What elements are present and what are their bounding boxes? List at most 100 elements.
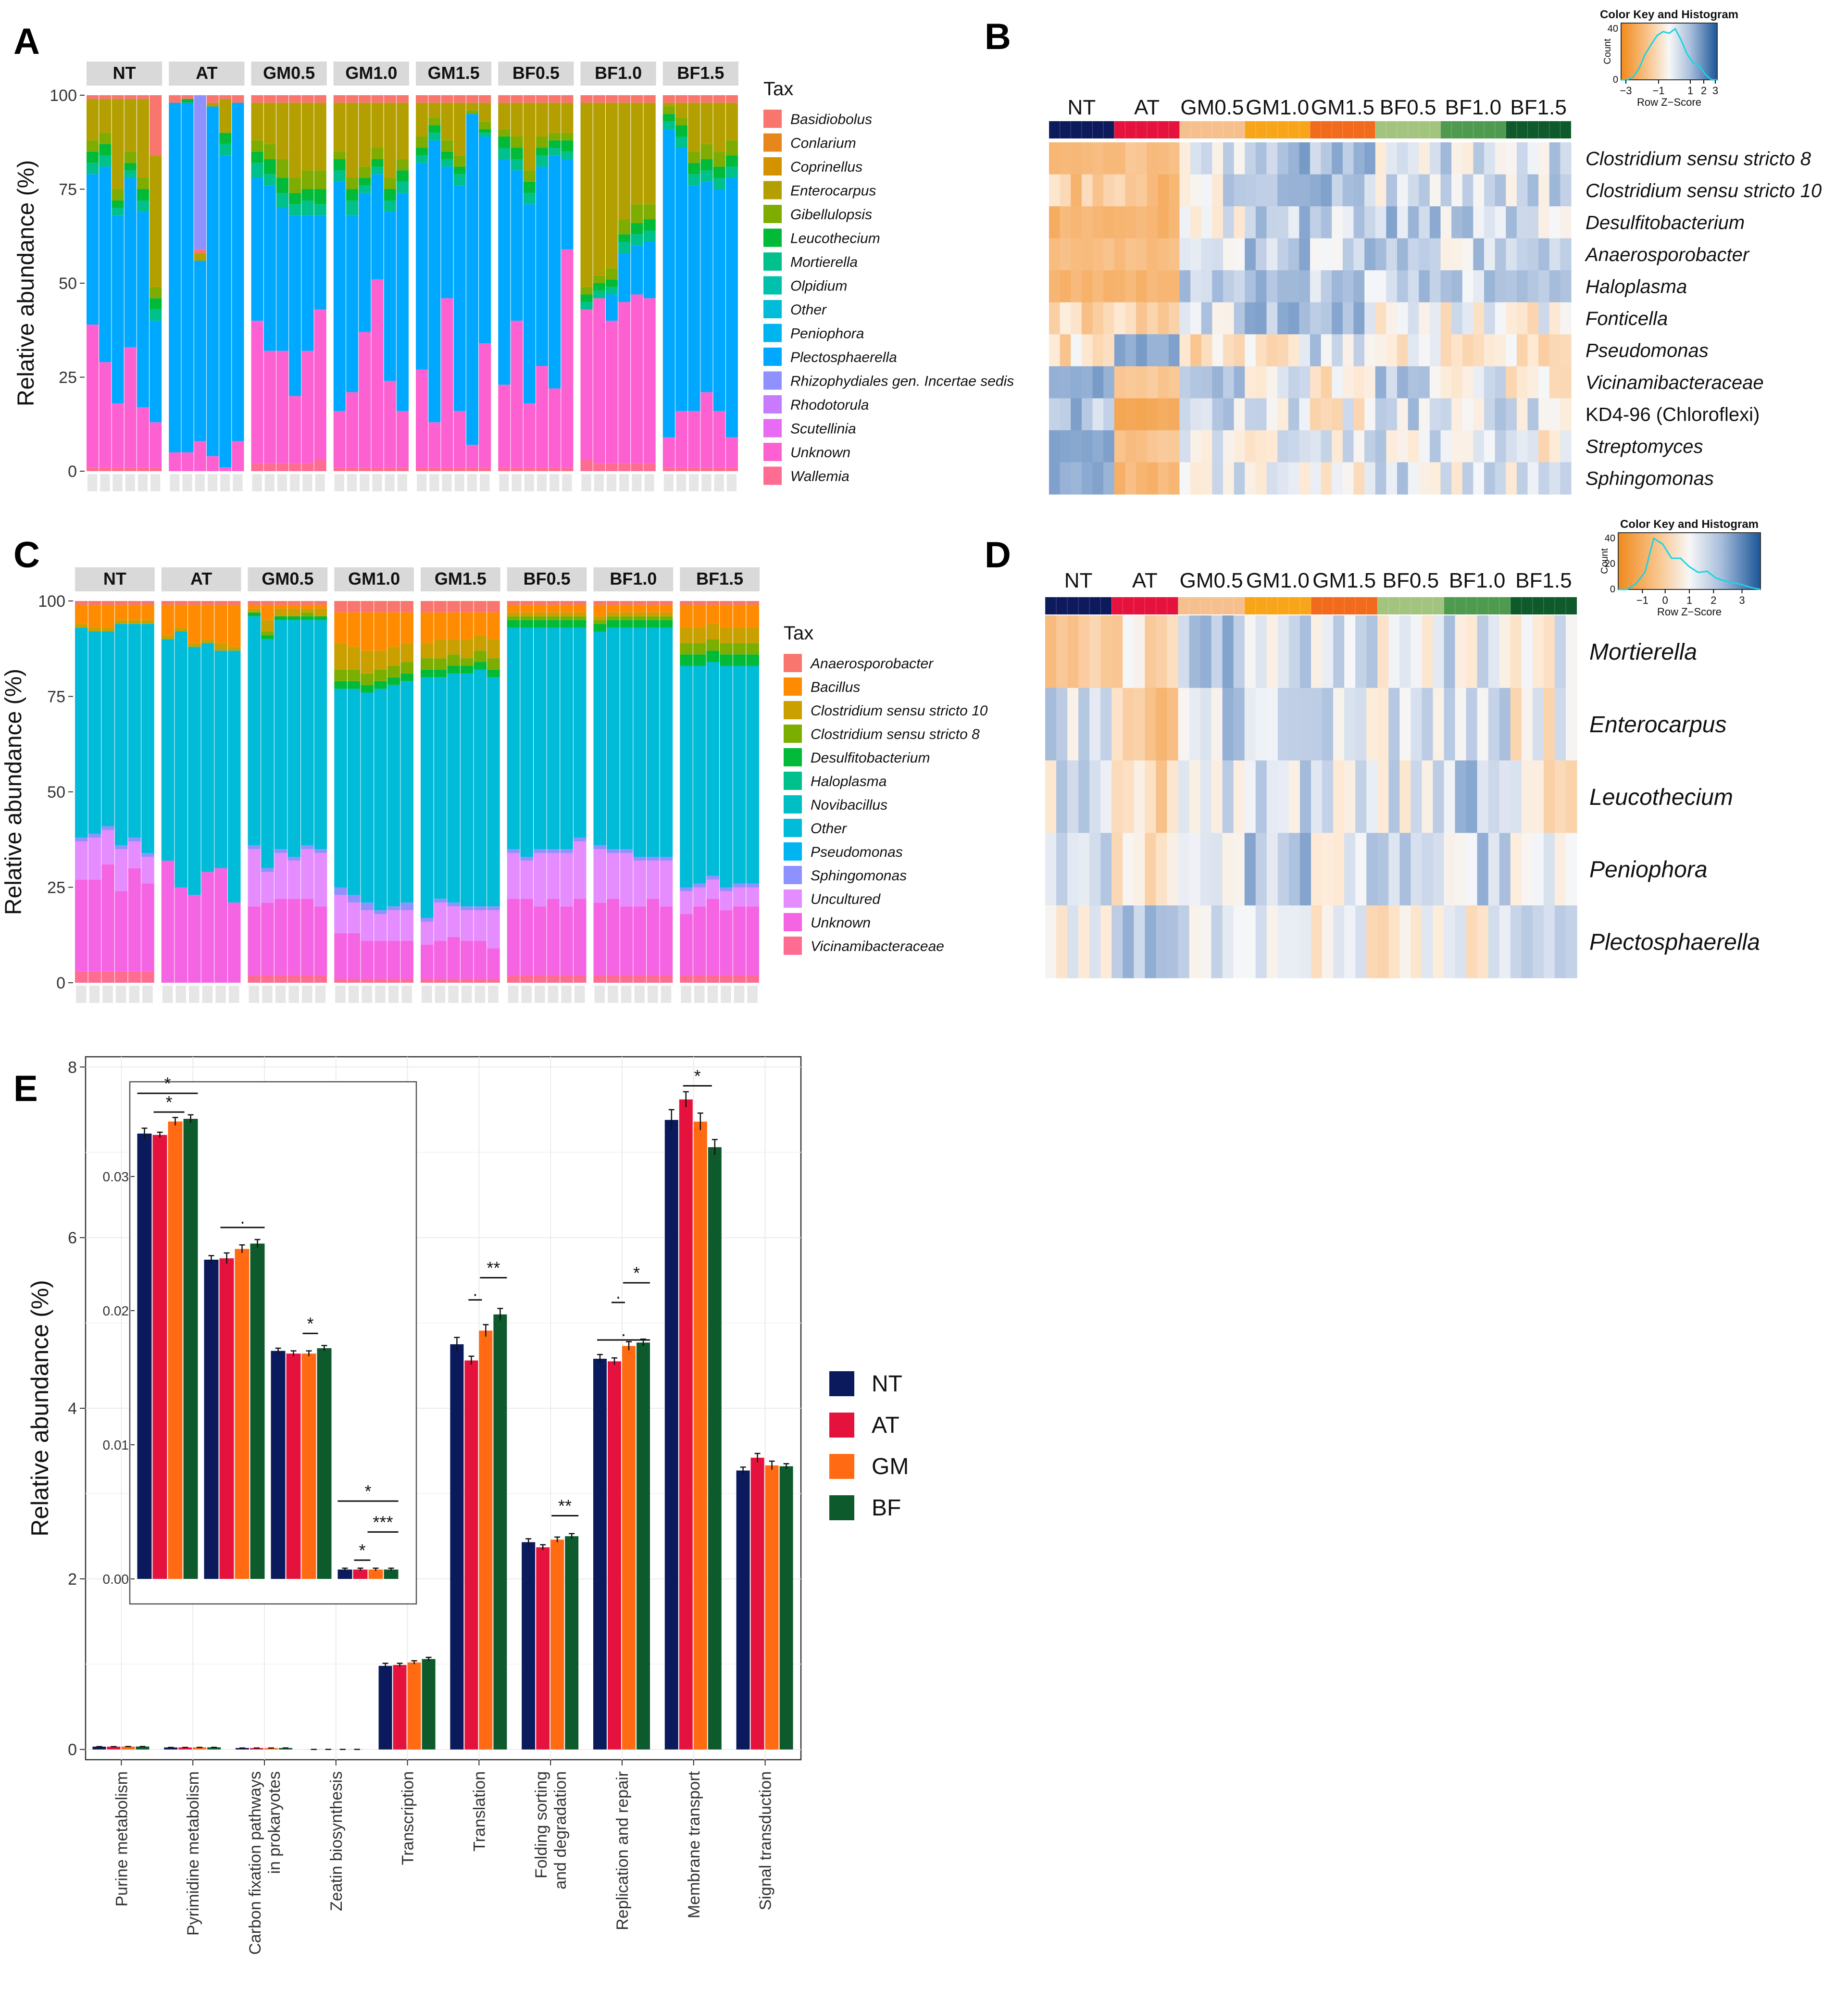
- panel-b-cell: [1277, 462, 1289, 495]
- panel-c-bar-segment: [733, 601, 746, 605]
- panel-e-category-label: Zeatin biosynthesis: [327, 1771, 346, 1911]
- panel-b-cell: [1419, 366, 1430, 399]
- panel-b-cell: [1212, 206, 1224, 239]
- panel-d-cell: [1499, 760, 1511, 833]
- panel-b-cell: [1114, 366, 1125, 399]
- panel-d-cell: [1134, 760, 1145, 833]
- panel-a-bar-segment: [276, 178, 289, 193]
- panel-b-cell: [1223, 430, 1235, 463]
- panel-b-cell: [1397, 398, 1409, 431]
- panel-b-cell: [1332, 334, 1343, 367]
- panel-d-cell: [1178, 833, 1190, 906]
- panel-d-cell: [1355, 905, 1367, 978]
- panel-c-bar-segment: [214, 651, 227, 868]
- panel-d-cell: [1565, 760, 1577, 833]
- panel-c-legend-label: Desulfitobacterium: [811, 750, 930, 766]
- panel-c-bar-segment: [474, 910, 487, 941]
- panel-d-cell: [1111, 615, 1123, 688]
- panel-b-cell: [1538, 142, 1550, 175]
- panel-e-bar: [750, 1457, 764, 1750]
- panel-a-bar-segment: [441, 151, 453, 159]
- panel-d-cell: [1233, 688, 1245, 761]
- panel-b-cell: [1440, 398, 1452, 431]
- panel-a-sample-tick: [726, 474, 737, 491]
- panel-a-bar-segment: [301, 350, 314, 464]
- panel-e-sig-label: *: [364, 1481, 371, 1501]
- panel-a-bar-segment: [124, 170, 137, 178]
- panel-c-bar-segment: [287, 601, 300, 605]
- panel-c-bar-segment: [507, 612, 520, 616]
- panel-c-y-axis-label: Relative abundance (%): [1, 669, 26, 915]
- panel-b-cell: [1364, 174, 1376, 207]
- panel-label-e: E: [13, 1068, 38, 1109]
- panel-e-bar: [736, 1470, 750, 1750]
- panel-a-bar-segment: [371, 166, 384, 175]
- panel-a-bar-segment: [662, 114, 675, 122]
- panel-e-category-label: Replication and repair: [613, 1771, 632, 1930]
- panel-b-cell: [1201, 206, 1212, 239]
- panel-a-legend-label: Other: [790, 302, 827, 318]
- panel-a-bar-segment: [289, 102, 301, 178]
- panel-c-bar-segment: [434, 639, 447, 659]
- panel-b-cell: [1114, 462, 1125, 495]
- panel-d-cell: [1145, 905, 1157, 978]
- panel-b-cell: [1506, 430, 1517, 463]
- panel-c-bar-segment: [434, 601, 447, 613]
- panel-c-bar-segment: [400, 902, 413, 911]
- panel-a-bar-segment: [276, 95, 289, 103]
- panel-a-bar-segment: [523, 170, 536, 182]
- panel-a-bar-segment: [150, 422, 162, 468]
- panel-c-bar-segment: [434, 902, 447, 941]
- panel-c-bar-segment: [547, 604, 560, 613]
- panel-c-bar-segment: [507, 849, 520, 853]
- panel-d-cell: [1510, 688, 1522, 761]
- panel-c-sample-tick: [76, 986, 87, 1003]
- panel-a-legend-swatch: [763, 300, 782, 318]
- panel-c-bar-segment: [101, 604, 114, 628]
- panel-d-cell: [1100, 905, 1112, 978]
- panel-c-sample-tick: [162, 986, 173, 1003]
- panel-d-heatmap: NT AT GM0.5 GM1.0 GM1.5 BF0.5 BF1.0 BF1.5Mortie…: [1045, 518, 1761, 978]
- panel-c-bar-segment: [434, 940, 447, 979]
- panel-b-cell: [1353, 238, 1365, 271]
- panel-b-cell: [1060, 462, 1071, 495]
- panel-b-cell: [1255, 302, 1267, 335]
- panel-c-bar-segment: [474, 906, 487, 911]
- panel-c-bar-segment: [593, 849, 607, 903]
- panel-a-bar-segment: [466, 445, 479, 468]
- panel-b-cell: [1168, 174, 1180, 207]
- panel-b-cell: [1386, 366, 1398, 399]
- panel-b-cell: [1495, 462, 1506, 495]
- panel-d-group-color-bar: [1311, 597, 1378, 614]
- panel-c-ytick-label: 75: [47, 688, 65, 706]
- panel-a-bar-segment: [536, 155, 549, 167]
- panel-a-sample-tick: [467, 474, 477, 491]
- panel-a-facet-label: AT: [196, 63, 217, 83]
- panel-a-legend-swatch: [763, 324, 782, 342]
- panel-d-cell: [1067, 833, 1079, 906]
- panel-c-bar-segment: [314, 849, 327, 853]
- panel-d-cell: [1189, 760, 1201, 833]
- panel-b-cell: [1440, 270, 1452, 303]
- panel-d-cell: [1543, 615, 1555, 688]
- panel-d-cell: [1178, 760, 1190, 833]
- panel-e-legend-swatch: [829, 1454, 854, 1479]
- panel-c-sample-tick: [215, 986, 226, 1003]
- panel-c-facet-strip: [248, 567, 328, 591]
- panel-a-bar-segment: [688, 102, 700, 152]
- panel-b-cell: [1103, 174, 1115, 207]
- panel-c-bar-segment: [334, 895, 347, 933]
- panel-c-bar-segment: [534, 849, 547, 853]
- panel-d-cell: [1455, 905, 1467, 978]
- panel-c-bar-segment: [128, 601, 141, 605]
- panel-b-cell: [1277, 334, 1289, 367]
- panel-c-bar-segment: [101, 631, 114, 826]
- panel-c-bar-segment: [460, 910, 474, 941]
- panel-a-ytick-label: 25: [59, 369, 77, 387]
- panel-c-bar-segment: [261, 639, 274, 868]
- panel-c-bar-segment: [141, 883, 154, 972]
- panel-c-bar-segment: [400, 612, 413, 643]
- panel-b-cell: [1484, 334, 1496, 367]
- panel-b-cell: [1125, 238, 1136, 271]
